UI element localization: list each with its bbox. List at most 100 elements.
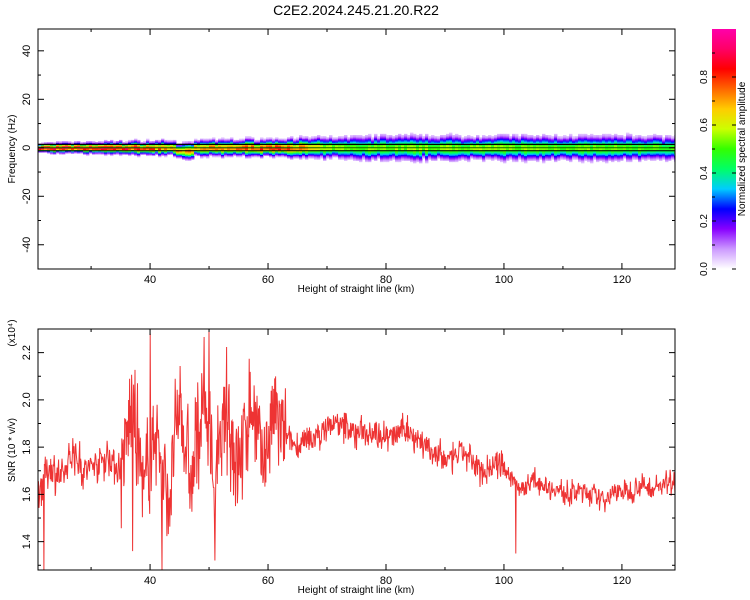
heatmap-cell [455, 150, 459, 153]
heatmap-cell [596, 135, 600, 137]
heatmap-cell [401, 159, 405, 161]
colorbar-tick-label: 0.6 [699, 118, 710, 132]
heatmap-cell [215, 150, 219, 153]
heatmap-cell [128, 152, 132, 154]
heatmap-cell [308, 144, 312, 147]
heatmap-cell [434, 137, 438, 140]
heatmap-cell [341, 155, 345, 158]
heatmap-cell [482, 138, 486, 141]
heatmap-cell [575, 150, 579, 153]
heatmap-cell [365, 154, 369, 157]
heatmap-cell [380, 158, 384, 160]
heatmap-cell [122, 152, 126, 154]
heatmap-cell [593, 137, 597, 140]
heatmap-cell [449, 136, 453, 138]
heatmap-cell [251, 145, 255, 148]
heatmap-cell [38, 148, 42, 150]
heatmap-cell [536, 158, 540, 160]
heatmap-cell [266, 138, 270, 141]
heatmap-cell [521, 148, 525, 150]
heatmap-cell [404, 144, 408, 147]
heatmap-cell [377, 154, 381, 157]
heatmap-cell [446, 150, 450, 153]
heatmap-cell [584, 135, 588, 137]
heatmap-cell [350, 141, 354, 143]
heatmap-cell [497, 153, 501, 155]
heatmap-cell [623, 145, 627, 148]
heatmap-cell [314, 142, 318, 144]
heatmap-cell [212, 154, 216, 157]
heatmap-cell [341, 136, 345, 138]
heatmap-cell [515, 137, 519, 140]
heatmap-cell [671, 138, 675, 141]
heatmap-cell [341, 141, 345, 143]
heatmap-cell [584, 153, 588, 155]
heatmap-cell [323, 154, 327, 157]
heatmap-cell [578, 154, 582, 157]
heatmap-cell [191, 144, 195, 147]
heatmap-cell [293, 152, 297, 154]
heatmap-cell [560, 139, 564, 142]
heatmap-cell [284, 139, 288, 142]
heatmap-cell [599, 150, 603, 153]
heatmap-cell [431, 154, 435, 157]
heatmap-cell [569, 155, 573, 158]
heatmap-cell [563, 144, 567, 147]
heatmap-cell [605, 138, 609, 141]
heatmap-cell [161, 142, 165, 144]
heatmap-cell [89, 148, 93, 150]
heatmap-cell [368, 159, 372, 161]
heatmap-cell [497, 144, 501, 147]
heatmap-cell [338, 136, 342, 138]
heatmap-cell [83, 148, 87, 150]
heatmap-cell [197, 150, 201, 153]
heatmap-cell [530, 137, 534, 140]
heatmap-cell [566, 150, 570, 153]
heatmap-cell [530, 135, 534, 137]
heatmap-cell [119, 154, 123, 157]
heatmap-cell [329, 138, 333, 141]
heatmap-cell [446, 152, 450, 154]
heatmap-cell [302, 139, 306, 142]
heatmap-cell [215, 152, 219, 154]
heatmap-cell [668, 135, 672, 137]
heatmap-cell [443, 135, 447, 137]
heatmap-cell [38, 144, 42, 147]
heatmap-cell [395, 142, 399, 144]
heatmap-cell [314, 141, 318, 143]
heatmap-cell [212, 152, 216, 154]
heatmap-cell [587, 138, 591, 141]
heatmap-cell [566, 139, 570, 142]
heatmap-cell [365, 160, 369, 163]
heatmap-cell [347, 142, 351, 144]
heatmap-cell [260, 154, 264, 157]
heatmap-cell [551, 139, 555, 142]
heatmap-cell [419, 155, 423, 158]
heatmap-cell [383, 160, 387, 163]
heatmap-cell [224, 139, 228, 142]
heatmap-cell [290, 136, 294, 138]
heatmap-cell [533, 156, 537, 159]
heatmap-cell [563, 152, 567, 154]
heatmap-cell [110, 139, 114, 142]
heatmap-cell [623, 148, 627, 150]
heatmap-cell [341, 148, 345, 150]
heatmap-cell [617, 136, 621, 138]
heatmap-cell [227, 144, 231, 147]
heatmap-cell [515, 142, 519, 144]
heatmap-cell [443, 148, 447, 150]
heatmap-cell [233, 148, 237, 150]
heatmap-cell [407, 137, 411, 140]
heatmap-cell [431, 158, 435, 160]
heatmap-cell [368, 152, 372, 154]
heatmap-cell [188, 145, 192, 148]
heatmap-cell [374, 139, 378, 142]
heatmap-cell [563, 142, 567, 144]
heatmap-cell [476, 135, 480, 137]
heatmap-cell [74, 145, 78, 148]
heatmap-cell [266, 150, 270, 153]
heatmap-cell [533, 141, 537, 143]
heatmap-cell [404, 141, 408, 143]
heatmap-cell [461, 150, 465, 153]
heatmap-cell [209, 142, 213, 144]
